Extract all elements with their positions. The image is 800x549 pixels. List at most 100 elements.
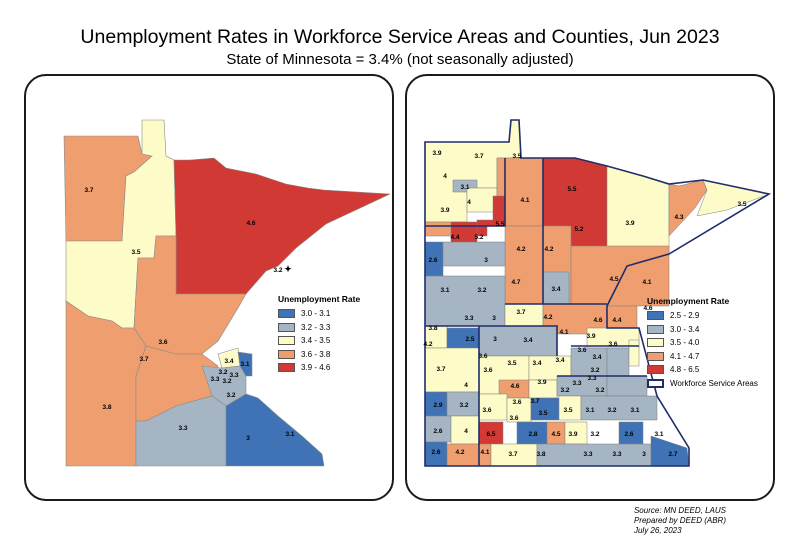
- map-label: 4: [464, 428, 468, 435]
- map-label: 3.6: [483, 367, 492, 374]
- legend-swatch: [278, 322, 295, 332]
- map-label: 2.5: [465, 336, 474, 343]
- map-label: 3.6: [577, 347, 586, 354]
- legend-item: 3.6 - 3.8: [278, 348, 360, 362]
- map-label: 3.6: [158, 339, 167, 346]
- map-label: 4.5: [551, 431, 560, 438]
- legend-item: 3.2 - 3.3: [278, 321, 360, 335]
- map-label: 3.1: [630, 407, 639, 414]
- map-label: 4: [443, 173, 447, 180]
- map-label: 2.8: [528, 431, 537, 438]
- map-label: 3: [492, 315, 496, 322]
- star-marker-icon: ✦: [284, 264, 292, 274]
- map-label: 6.5: [486, 431, 495, 438]
- map-label: 3.1: [285, 431, 294, 438]
- map-label: 3.2: [590, 367, 599, 374]
- map-label: 4.1: [642, 279, 651, 286]
- map-label: 3.2: [226, 392, 235, 399]
- map-label: 5.2: [574, 226, 583, 233]
- map-label: 4: [467, 199, 471, 206]
- map-label: 2.9: [433, 402, 442, 409]
- legend-item: 4.8 - 6.5: [647, 363, 758, 377]
- legend-label: 2.5 - 2.9: [670, 311, 700, 321]
- map-label: 3.4: [523, 337, 532, 344]
- map-label: 3.3: [612, 451, 621, 458]
- legend-swatch: [278, 363, 295, 373]
- map-label: 4.6: [643, 305, 652, 312]
- map-label: 3.9: [586, 333, 595, 340]
- map-label: 4.7: [511, 279, 520, 286]
- legend-swatch: [647, 324, 664, 334]
- map-label: 3.5: [512, 153, 521, 160]
- wsa-region-southwest: [65, 300, 147, 467]
- county-region: [570, 347, 608, 377]
- legend-label: 4.1 - 4.7: [670, 351, 700, 361]
- legend-county: Unemployment Rate 2.5 - 2.9 3.0 - 3.4 3.…: [647, 296, 758, 390]
- county-region: [442, 241, 506, 267]
- county-value-labels: 3.9 3.7 3.5 4 3.1 4 3.9 4.1 5.5 5.2 5.5 …: [423, 150, 746, 458]
- map-label: 3: [493, 336, 497, 343]
- map-label: 4.2: [543, 314, 552, 321]
- county-region: [696, 179, 770, 217]
- map-label: 2.7: [668, 451, 677, 458]
- county-region: [536, 443, 652, 467]
- legend-item: 2.5 - 2.9: [647, 309, 758, 323]
- map-label: 3.6: [478, 353, 487, 360]
- legend-swatch: [647, 351, 664, 361]
- map-label: 3.7: [530, 398, 539, 405]
- legend-label: 4.8 - 6.5: [670, 365, 700, 375]
- map-label: 4: [464, 382, 468, 389]
- legend-item: 3.0 - 3.1: [278, 307, 360, 321]
- map-label: 4.2: [455, 449, 464, 456]
- legend-swatch: [278, 336, 295, 346]
- legend-swatch: [647, 365, 664, 375]
- map-label: 3.6: [482, 407, 491, 414]
- legend-swatch: [278, 349, 295, 359]
- map-label: 3.4: [224, 358, 233, 365]
- map-label: 3.3: [583, 451, 592, 458]
- map-label: 3: [246, 435, 250, 442]
- map-label: 3.6: [509, 415, 518, 422]
- legend-title: Unemployment Rate: [647, 296, 730, 306]
- map-label: 3.9: [625, 220, 634, 227]
- legend-label: 3.5 - 4.0: [670, 338, 700, 348]
- map-title: Unemployment Rates in Workforce Service …: [80, 26, 720, 48]
- source-note: Source: MN DEED, LAUS Prepared by DEED (…: [634, 506, 726, 536]
- legend-item: Workforce Service Areas: [647, 377, 758, 391]
- legend-item: 3.5 - 4.0: [647, 336, 758, 350]
- map-label: 3.6: [512, 399, 521, 406]
- source-line: Source: MN DEED, LAUS: [633, 506, 726, 515]
- map-label: 3.4: [592, 354, 601, 361]
- map-label: 3.7: [508, 451, 517, 458]
- legend-label: Workforce Service Areas: [670, 378, 758, 388]
- county-region: [478, 325, 558, 357]
- map-label: 3.4: [532, 360, 541, 367]
- legend-label: 3.0 - 3.1: [301, 309, 331, 319]
- map-label: 5.2: [474, 234, 483, 241]
- map-label: 4.2: [423, 341, 432, 348]
- map-label: 3.7: [84, 187, 93, 194]
- map-label: 3: [642, 451, 646, 458]
- map-label: 3.4: [551, 286, 560, 293]
- map-label: 3.9: [537, 379, 546, 386]
- map-label: 2.6: [624, 431, 633, 438]
- map-label: 3.4: [555, 357, 564, 364]
- map-label: 3.2: [222, 378, 231, 385]
- map-label: 3.6: [608, 341, 617, 348]
- map-label: 3.2: [595, 387, 604, 394]
- legend-swatch: [647, 338, 664, 348]
- legend-swatch: [647, 311, 664, 321]
- map-label: 3.9: [568, 431, 577, 438]
- map-label: 3.3: [587, 375, 596, 382]
- map-label: 3.2: [560, 387, 569, 394]
- county-region: [504, 303, 544, 329]
- map-label: 3.3: [464, 315, 473, 322]
- legend-item: 4.1 - 4.7: [647, 350, 758, 364]
- map-label: 3.5: [737, 201, 746, 208]
- map-label: 4.4: [450, 234, 459, 241]
- county-region: [606, 347, 630, 377]
- map-label: 3.1: [440, 287, 449, 294]
- map-label: 3.3: [229, 372, 238, 379]
- legend-wsa: Unemployment Rate 3.0 - 3.1 3.2 - 3.3 3.…: [278, 294, 360, 375]
- map-label: 3.9: [440, 207, 449, 214]
